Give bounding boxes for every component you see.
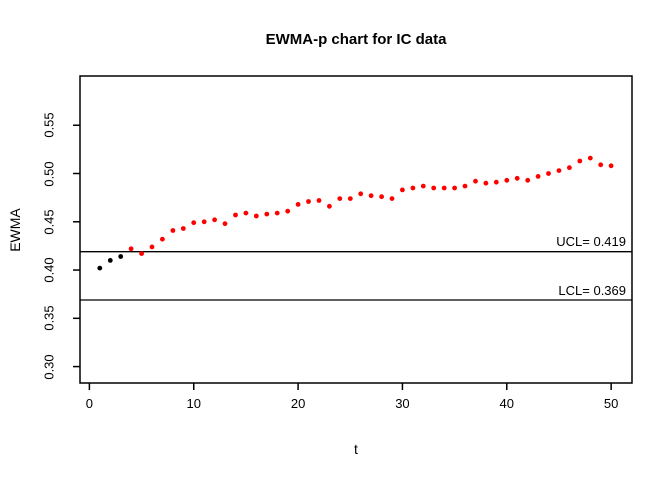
ucl-label: UCL= 0.419 [556, 234, 626, 249]
y-tick-label: 0.30 [41, 353, 57, 380]
data-point [222, 221, 228, 227]
data-point [441, 185, 447, 191]
y-tick-label: 0.35 [41, 305, 57, 331]
data-point [462, 183, 468, 189]
data-point [598, 162, 604, 168]
data-point [97, 265, 103, 271]
data-point [483, 180, 489, 186]
data-point [160, 236, 165, 242]
data-point [567, 165, 572, 171]
y-tick-label: 0.55 [41, 112, 57, 138]
data-point [118, 254, 124, 259]
data-point [212, 217, 218, 223]
data-point [431, 185, 437, 191]
data-point [556, 168, 562, 174]
y-tick-label: 0.50 [41, 160, 57, 187]
y-tick-label: 0.45 [41, 209, 57, 235]
chart-title: EWMA-p chart for IC data [265, 31, 447, 48]
data-point [587, 155, 593, 161]
data-point [410, 185, 416, 191]
y-tick-label: 0.40 [41, 257, 57, 283]
data-point [201, 219, 207, 225]
data-point [180, 226, 186, 231]
data-point [264, 211, 270, 217]
data-point [608, 163, 614, 169]
data-point [191, 220, 197, 226]
data-point [546, 171, 551, 176]
data-point [149, 244, 155, 250]
data-point [493, 179, 499, 185]
data-point [525, 177, 531, 183]
plot-box [79, 75, 633, 384]
x-tick-label: 50 [603, 396, 619, 411]
data-point [400, 187, 405, 193]
data-point [504, 177, 510, 183]
data-point [452, 185, 457, 191]
data-point [243, 210, 249, 216]
x-tick-label: 30 [395, 396, 410, 411]
data-point [170, 228, 176, 233]
data-point [379, 194, 384, 200]
data-point [274, 210, 280, 216]
data-point [577, 158, 583, 164]
data-point [358, 191, 364, 197]
data-point [514, 175, 520, 181]
x-tick-label: 40 [499, 396, 515, 411]
data-point [347, 196, 353, 202]
data-point [233, 212, 238, 218]
x-tick-label: 20 [290, 396, 306, 411]
data-point [285, 208, 291, 214]
x-axis-label: t [354, 441, 358, 457]
data-point [535, 174, 541, 179]
data-point [295, 202, 301, 207]
x-tick-label: 0 [85, 396, 94, 411]
data-point [420, 183, 426, 189]
data-point [316, 198, 322, 203]
lcl-label: LCL= 0.369 [558, 283, 626, 298]
data-point [389, 196, 395, 202]
data-point [473, 178, 478, 184]
data-point [327, 203, 332, 209]
data-point [139, 251, 145, 256]
data-point [337, 196, 343, 202]
data-point [253, 213, 259, 219]
data-point [128, 246, 134, 252]
data-point [107, 258, 113, 263]
data-point [368, 193, 374, 199]
x-tick-label: 10 [186, 396, 201, 411]
data-point [306, 199, 311, 204]
